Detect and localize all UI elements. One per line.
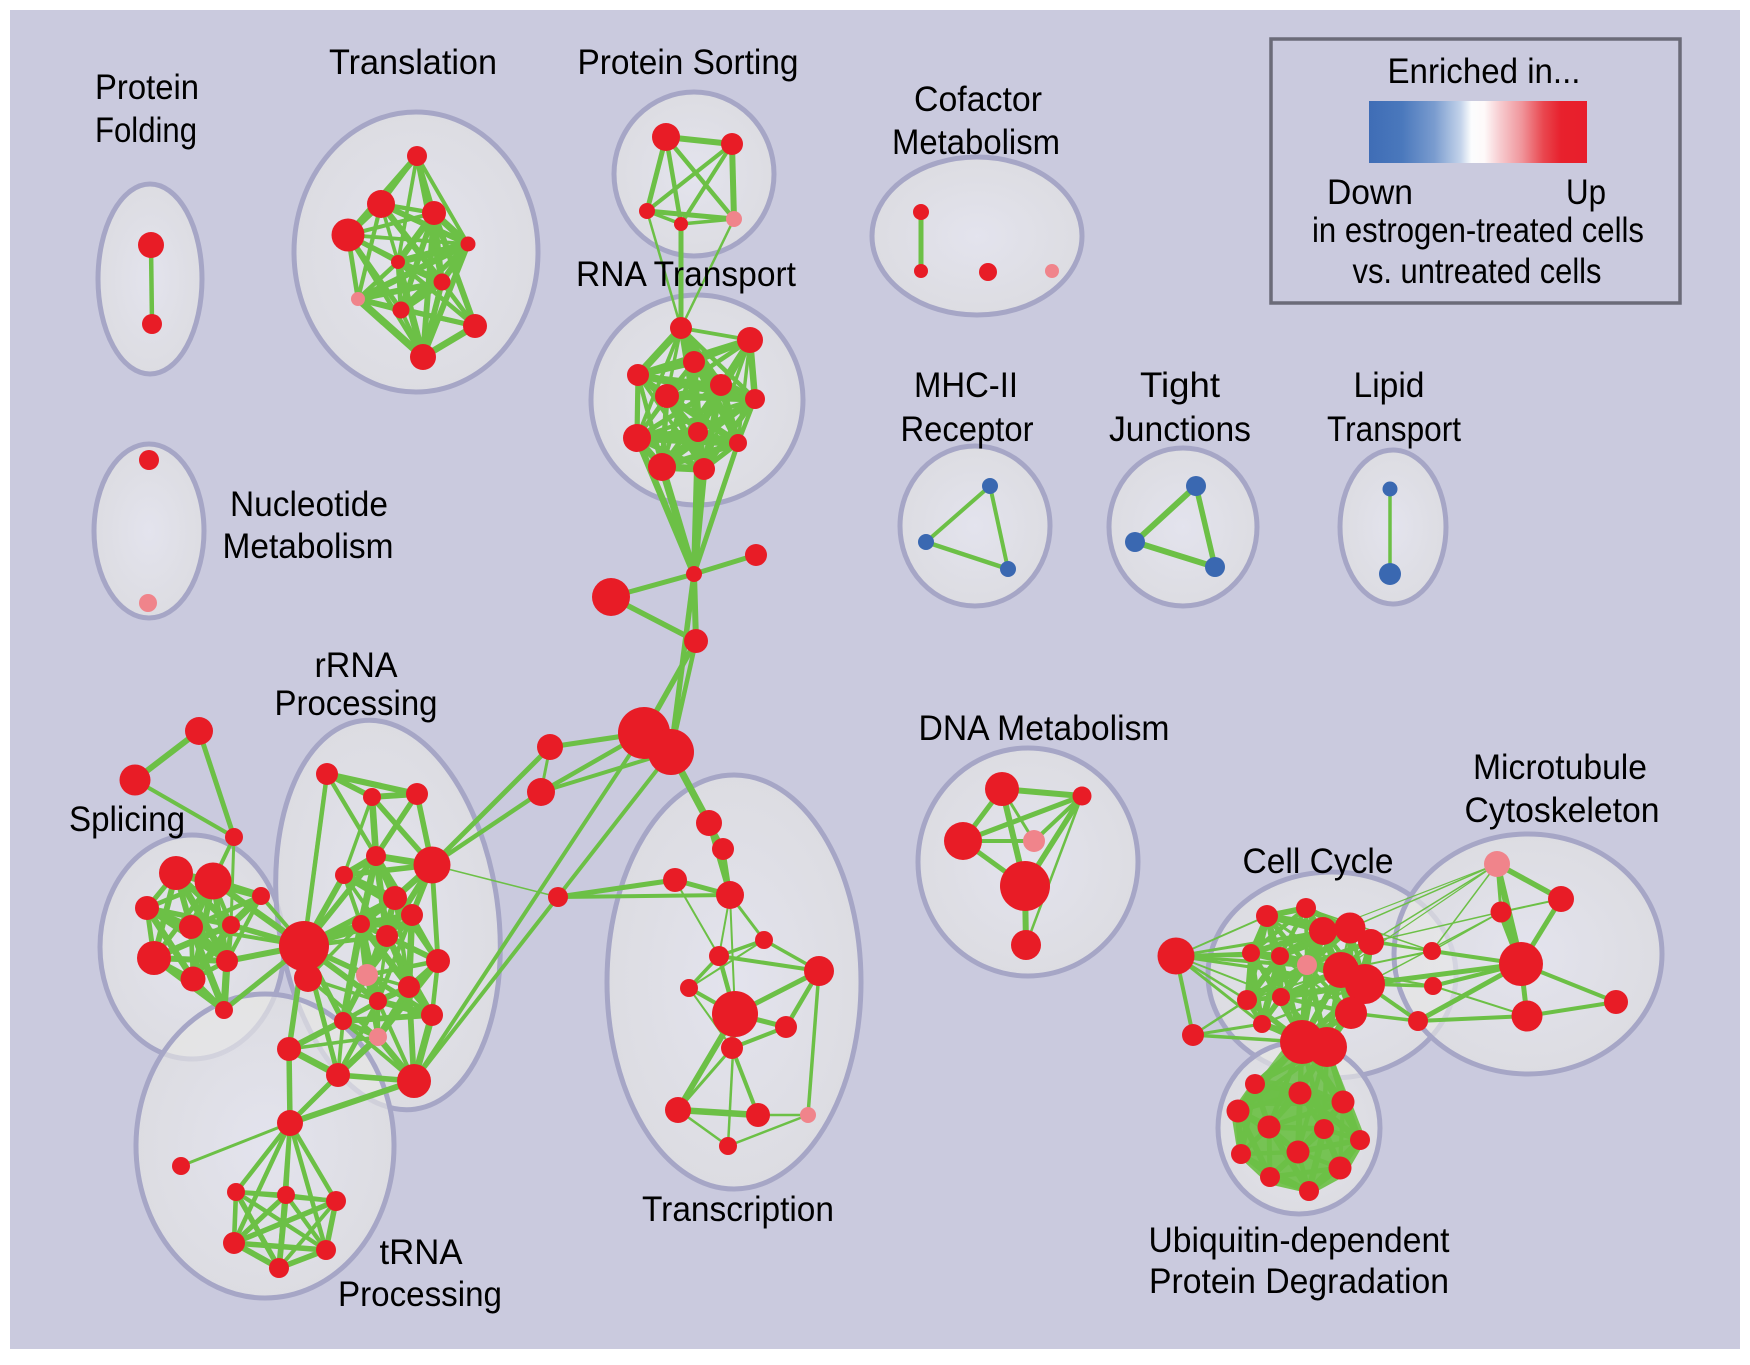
svg-text:Processing: Processing xyxy=(275,684,438,723)
svg-text:vs. untreated cells: vs. untreated cells xyxy=(1353,252,1602,291)
svg-text:Enriched in...: Enriched in... xyxy=(1388,52,1581,91)
svg-text:MHC-II: MHC-II xyxy=(914,366,1018,405)
svg-text:Translation: Translation xyxy=(329,43,497,82)
svg-text:Down: Down xyxy=(1327,173,1413,212)
svg-text:rRNA: rRNA xyxy=(315,646,399,685)
svg-text:Protein Sorting: Protein Sorting xyxy=(578,43,799,82)
svg-text:Splicing: Splicing xyxy=(69,800,185,839)
svg-text:Microtubule: Microtubule xyxy=(1473,748,1647,787)
svg-text:Transcription: Transcription xyxy=(642,1190,834,1229)
svg-text:Tight: Tight xyxy=(1140,366,1220,405)
svg-text:Receptor: Receptor xyxy=(901,410,1034,449)
svg-text:Cell Cycle: Cell Cycle xyxy=(1243,842,1394,881)
svg-text:DNA Metabolism: DNA Metabolism xyxy=(919,709,1170,748)
svg-text:tRNA: tRNA xyxy=(380,1233,464,1272)
svg-text:Lipid: Lipid xyxy=(1354,366,1425,405)
svg-text:Metabolism: Metabolism xyxy=(223,527,394,566)
svg-text:Folding: Folding xyxy=(95,111,197,150)
svg-text:Protein Degradation: Protein Degradation xyxy=(1149,1262,1449,1301)
svg-text:in estrogen-treated cells: in estrogen-treated cells xyxy=(1312,211,1644,250)
svg-text:Junctions: Junctions xyxy=(1109,410,1251,449)
svg-text:Processing: Processing xyxy=(338,1275,502,1314)
svg-text:Up: Up xyxy=(1566,173,1606,212)
svg-text:Nucleotide: Nucleotide xyxy=(230,485,388,524)
svg-text:Metabolism: Metabolism xyxy=(892,123,1060,162)
svg-text:Cofactor: Cofactor xyxy=(914,80,1042,119)
svg-text:Transport: Transport xyxy=(1327,410,1461,449)
svg-text:Protein: Protein xyxy=(95,68,199,107)
svg-text:RNA Transport: RNA Transport xyxy=(576,255,796,294)
svg-text:Ubiquitin-dependent: Ubiquitin-dependent xyxy=(1149,1221,1450,1260)
svg-text:Cytoskeleton: Cytoskeleton xyxy=(1465,791,1660,830)
